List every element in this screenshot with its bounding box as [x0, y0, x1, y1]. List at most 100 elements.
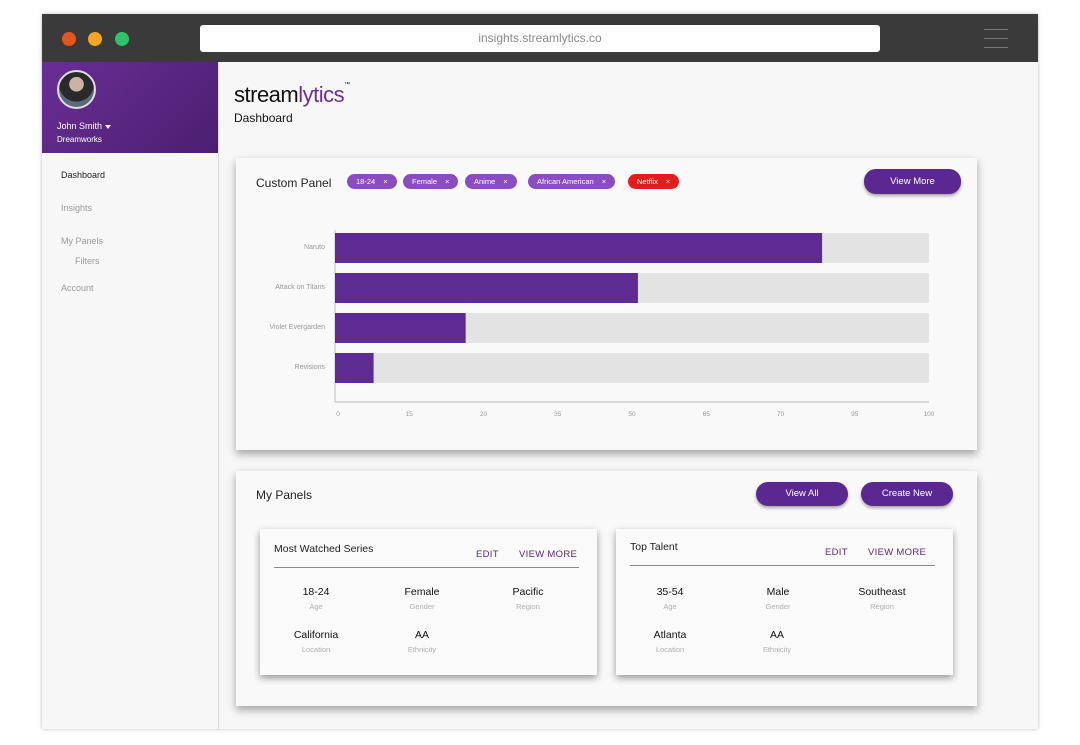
filter-chip[interactable]: African American ×	[528, 174, 616, 189]
address-bar[interactable]: insights.streamlytics.co	[200, 25, 880, 52]
bar-category-label: Attack on Titans	[275, 284, 325, 291]
bar-category-label: Revisions	[294, 364, 325, 371]
browser-window: insights.streamlytics.co John Smith Drea…	[42, 14, 1038, 729]
browser-titlebar: insights.streamlytics.co	[42, 14, 1038, 62]
menu-icon[interactable]	[984, 29, 1008, 48]
stat-age: 18-24 Age	[266, 586, 366, 611]
stat-label: Ethnicity	[407, 645, 437, 654]
divider	[274, 567, 579, 568]
panel-title: My Panels	[256, 488, 313, 502]
edit-link[interactable]: EDIT	[825, 547, 848, 558]
stat-label: Region	[870, 602, 894, 611]
x-tick-label: 35	[554, 411, 562, 418]
logo-text-accent: lytics	[298, 82, 345, 107]
stat-value: Southeast	[858, 586, 906, 598]
stat-location: Atlanta Location	[620, 629, 720, 654]
bar-revisions[interactable]	[335, 353, 374, 383]
chip-label: Female	[412, 177, 438, 186]
trademark-symbol: ™	[344, 82, 350, 88]
custom-panel: Custom Panel 18-24 × Female × Anime × Afric…	[236, 158, 977, 450]
user-menu[interactable]: John Smith	[57, 121, 112, 131]
stat-value: Atlanta	[653, 629, 687, 641]
x-tick-label: 100	[923, 411, 935, 418]
view-more-button[interactable]: View More	[864, 169, 961, 194]
card-title: Most Watched Series	[274, 543, 374, 555]
filter-chip[interactable]: Female ×	[403, 174, 459, 189]
stat-label: Age	[309, 602, 323, 611]
bar-attack-on-titans[interactable]	[335, 273, 638, 303]
user-company: Dreamworks	[57, 135, 102, 144]
stat-label: Gender	[765, 602, 791, 611]
stat-gender: Male Gender	[728, 586, 828, 611]
bar-category-label: Naruto	[303, 244, 325, 251]
sidebar-item-filters[interactable]: Filters	[75, 256, 100, 266]
create-new-button[interactable]: Create New	[861, 482, 953, 506]
stat-value: 18-24	[302, 586, 330, 598]
user-name: John Smith	[57, 121, 103, 131]
close-window-button[interactable]	[62, 32, 76, 46]
stat-value: Male	[766, 586, 790, 598]
stat-label: Ethnicity	[762, 645, 792, 654]
stat-label: Gender	[409, 602, 435, 611]
remove-chip-icon[interactable]: ×	[445, 177, 450, 186]
stat-label: Age	[663, 602, 677, 611]
x-tick-label: 15	[405, 411, 413, 418]
view-more-link[interactable]: VIEW MORE	[519, 549, 578, 560]
chip-label: Anime	[474, 177, 496, 186]
stat-location: California Location	[266, 629, 366, 654]
caret-down-icon	[105, 124, 112, 129]
filter-chip-netflix[interactable]: Netflix ×	[628, 174, 680, 189]
stat-age: 35-54 Age	[620, 586, 720, 611]
card-title: Top Talent	[630, 541, 678, 553]
bar-naruto[interactable]	[335, 233, 823, 263]
stat-value: Female	[404, 586, 440, 598]
stat-ethnicity: AA Ethnicity	[727, 629, 827, 654]
my-panels-section: My Panels View All Create New Most Watch…	[236, 471, 977, 706]
bar-chart: Naruto Attack on Titans Violet Evergarden R…	[236, 158, 977, 450]
filter-chip[interactable]: 18-24 ×	[347, 174, 397, 189]
view-all-button[interactable]: View All	[756, 482, 848, 506]
remove-chip-icon[interactable]: ×	[383, 177, 388, 186]
x-tick-label: 50	[628, 411, 636, 418]
stat-value: 35-54	[656, 586, 684, 598]
panel-title: Custom Panel	[256, 176, 332, 190]
x-tick-label: 0	[336, 411, 340, 418]
logo-text: stream	[234, 82, 299, 107]
bar-category-label: Violet Evergarden	[269, 324, 325, 331]
brand-logo: streamlytics™	[234, 82, 350, 108]
bar-track	[335, 353, 929, 383]
x-tick-label: 95	[851, 411, 859, 418]
stat-value: Pacific	[512, 586, 544, 598]
edit-link[interactable]: EDIT	[476, 549, 499, 560]
stat-ethnicity: AA Ethnicity	[372, 629, 472, 654]
sidebar-item-my-panels[interactable]: My Panels	[61, 236, 104, 246]
chip-label: African American	[537, 177, 594, 186]
stat-value: AA	[414, 629, 429, 641]
sidebar-item-account[interactable]: Account	[61, 283, 94, 293]
panel-card[interactable]: Most Watched Series EDIT VIEW MORE 18-24…	[260, 529, 597, 675]
remove-chip-icon[interactable]: ×	[601, 177, 607, 186]
sidebar-item-dashboard[interactable]: Dashboard	[61, 170, 106, 180]
minimize-window-button[interactable]	[88, 32, 102, 46]
avatar[interactable]	[57, 70, 96, 109]
filter-chip[interactable]: Anime ×	[465, 174, 517, 189]
chart-svg	[334, 230, 929, 403]
x-tick-label: 65	[702, 411, 710, 418]
x-tick-label: 70	[776, 411, 785, 418]
stat-label: Location	[655, 645, 685, 654]
bar-violet-evergarden[interactable]	[335, 313, 466, 343]
stat-label: Location	[301, 645, 331, 654]
user-profile: John Smith Dreamworks	[42, 62, 218, 153]
chip-label: 18-24	[356, 177, 376, 186]
remove-chip-icon[interactable]: ×	[503, 177, 508, 186]
page-title: Dashboard	[234, 111, 293, 125]
sidebar-item-insights[interactable]: Insights	[61, 203, 93, 213]
stat-region: Pacific Region	[478, 586, 578, 611]
panel-card[interactable]: Top Talent EDIT VIEW MORE 35-54 Age Male G…	[616, 529, 953, 675]
maximize-window-button[interactable]	[115, 32, 129, 46]
stat-value: California	[293, 629, 339, 641]
divider	[630, 565, 935, 566]
remove-chip-icon[interactable]: ×	[665, 177, 671, 186]
stat-region: Southeast Region	[832, 586, 932, 611]
view-more-link[interactable]: VIEW MORE	[868, 547, 927, 558]
